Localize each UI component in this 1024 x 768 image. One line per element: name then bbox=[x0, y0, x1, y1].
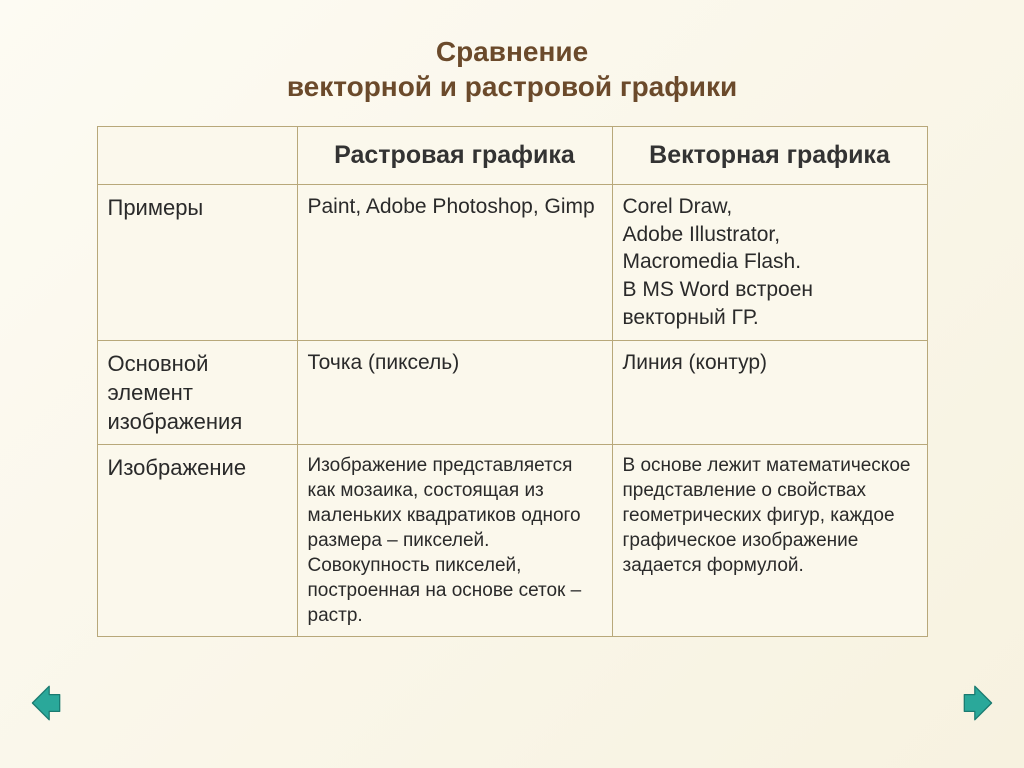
arrow-right-icon bbox=[958, 682, 1000, 724]
row-label-element: Основной элемент изображения bbox=[97, 340, 297, 444]
comparison-table: Растровая графика Векторная графика Прим… bbox=[97, 126, 928, 637]
header-blank bbox=[97, 127, 297, 185]
header-vector: Векторная графика bbox=[612, 127, 927, 185]
cell-raster-image: Изображение представляется как мозаика, … bbox=[297, 444, 612, 637]
table-row: Изображение Изображение представляется к… bbox=[97, 444, 927, 637]
table-row: Основной элемент изображения Точка (пикс… bbox=[97, 340, 927, 444]
row-label-image: Изображение bbox=[97, 444, 297, 637]
cell-vector-image: В основе лежит математическое представле… bbox=[612, 444, 927, 637]
slide: Сравнение векторной и растровой графики … bbox=[0, 0, 1024, 768]
cell-vector-examples: Corel Draw, Adobe Illustrator,Macromedia… bbox=[612, 185, 927, 341]
prev-slide-button[interactable] bbox=[24, 682, 66, 724]
table-row: Примеры Paint, Adobe Photoshop, Gimp Cor… bbox=[97, 185, 927, 341]
arrow-left-icon bbox=[24, 682, 66, 724]
title-line-1: Сравнение bbox=[0, 34, 1024, 69]
row-label-examples: Примеры bbox=[97, 185, 297, 341]
cell-vector-element: Линия (контур) bbox=[612, 340, 927, 444]
next-slide-button[interactable] bbox=[958, 682, 1000, 724]
cell-raster-examples: Paint, Adobe Photoshop, Gimp bbox=[297, 185, 612, 341]
table-header-row: Растровая графика Векторная графика bbox=[97, 127, 927, 185]
header-raster: Растровая графика bbox=[297, 127, 612, 185]
title-line-2: векторной и растровой графики bbox=[0, 69, 1024, 104]
slide-title: Сравнение векторной и растровой графики bbox=[0, 34, 1024, 104]
cell-raster-element: Точка (пиксель) bbox=[297, 340, 612, 444]
